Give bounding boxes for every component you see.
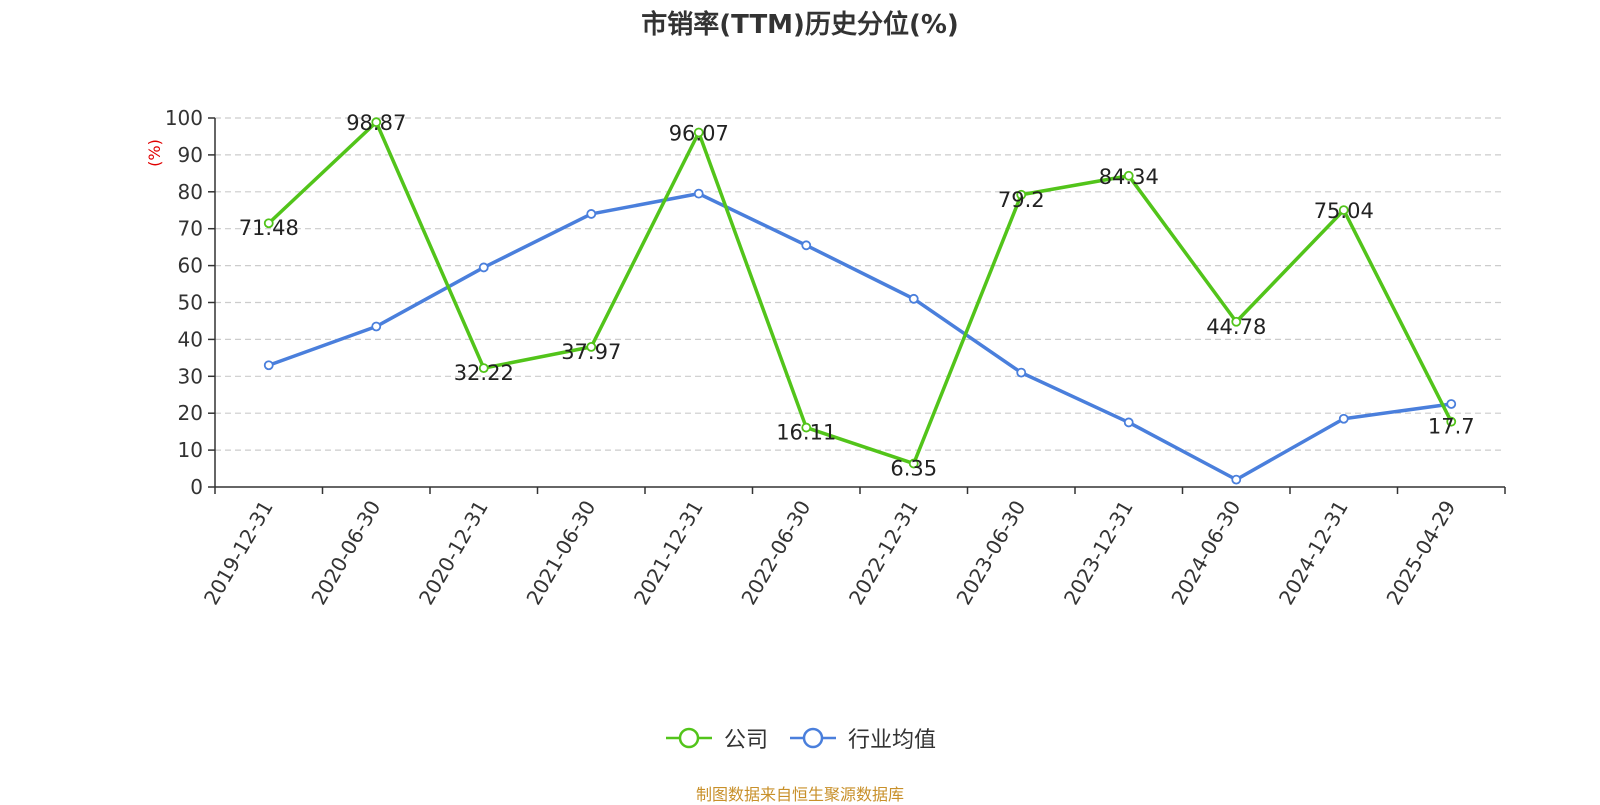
data-label: 98.87 (346, 111, 406, 135)
data-label: 6.35 (890, 457, 937, 481)
data-point-1 (586, 209, 597, 219)
y-tick-label: 30 (178, 364, 203, 388)
data-point-0 (1446, 416, 1457, 427)
data-point-1 (371, 321, 382, 332)
y-tick-label: 70 (178, 217, 203, 241)
data-source-note: 制图数据来自恒生聚源数据库 (695, 785, 904, 804)
y-tick-label: 90 (178, 143, 203, 167)
data-label: 37.97 (561, 340, 621, 364)
y-axis-label: (%) (145, 139, 164, 167)
data-label: 17.7 (1428, 415, 1475, 439)
legend-item-company[interactable]: 公司 (664, 722, 768, 754)
y-tick-label: 50 (178, 291, 203, 315)
x-tick-label: 2022-12-31 (844, 496, 923, 609)
grid-lines (215, 117, 1505, 451)
series-line-1 (268, 191, 1452, 482)
y-tick-label: 10 (178, 438, 203, 462)
data-point-1 (693, 188, 704, 199)
series-lines (267, 120, 1453, 482)
y-tick-label: 0 (190, 475, 203, 499)
data-point-0 (1231, 316, 1242, 327)
chart-title: 市销率(TTM)历史分位(%) (641, 10, 959, 40)
legend-company-icon (665, 727, 712, 749)
x-tick-label: 2022-06-30 (736, 496, 815, 609)
data-point-1 (1123, 417, 1134, 428)
y-tick-label: 80 (178, 180, 203, 204)
data-label: 16.11 (776, 421, 836, 445)
data-label: 75.04 (1314, 199, 1374, 223)
legend-item-industry-average[interactable]: 行业均值 (788, 722, 936, 754)
data-label: 44.78 (1206, 315, 1266, 339)
data-point-0 (693, 127, 704, 138)
data-point-1 (478, 262, 489, 273)
y-tick-label: 20 (178, 401, 203, 425)
data-point-0 (586, 341, 597, 352)
legend-industry-icon (790, 727, 836, 749)
x-tick-label: 2021-06-30 (521, 496, 600, 609)
data-labels: 71.48 98.87 32.22 37.97 96.07 16.11 6.35 79.2 84… (239, 111, 1475, 480)
data-label: 84.34 (1099, 165, 1159, 189)
data-label: 32.22 (454, 361, 514, 385)
data-point-0 (1123, 170, 1134, 181)
data-point-1 (263, 360, 274, 371)
data-points (263, 117, 1457, 485)
legend-industry-label: 行业均值 (848, 728, 937, 753)
legend-company-label: 公司 (723, 728, 768, 753)
axes: 0 10 20 30 40 50 60 70 80 90 100 2019-12-31 2020-06-… (165, 106, 1506, 609)
data-point-1 (1231, 474, 1242, 485)
x-tick-label: 2023-12-31 (1059, 496, 1138, 609)
data-point-0 (263, 218, 274, 229)
x-tick-label: 2024-12-31 (1274, 496, 1353, 609)
series-line-0 (267, 120, 1453, 466)
x-tick-label: 2021-12-31 (629, 496, 708, 609)
x-tick-label: 2025-04-29 (1381, 496, 1460, 609)
y-tick-label: 60 (178, 254, 203, 278)
data-point-1 (1338, 413, 1349, 424)
data-label: 71.48 (239, 216, 299, 240)
data-point-0 (1338, 205, 1349, 216)
data-point-0 (478, 363, 489, 374)
data-point-1 (1446, 399, 1457, 409)
x-tick-label: 2023-06-30 (951, 496, 1030, 609)
data-point-0 (801, 422, 812, 433)
x-tick-label: 2020-12-31 (414, 496, 493, 609)
data-label: 96.07 (669, 122, 729, 146)
data-label: 79.2 (998, 188, 1045, 212)
x-tick-label: 2019-12-31 (199, 496, 278, 609)
data-point-0 (371, 117, 382, 128)
data-point-0 (908, 458, 919, 469)
data-point-0 (1016, 189, 1027, 200)
x-tick-label: 2020-06-30 (306, 496, 385, 609)
y-tick-label: 100 (165, 106, 203, 130)
data-point-1 (801, 240, 812, 251)
data-point-1 (908, 293, 919, 304)
data-point-1 (1016, 367, 1027, 378)
y-tick-label: 40 (178, 327, 203, 351)
x-tick-label: 2024-06-30 (1166, 496, 1245, 609)
legend[interactable]: 公司 行业均值 (0, 722, 1600, 754)
